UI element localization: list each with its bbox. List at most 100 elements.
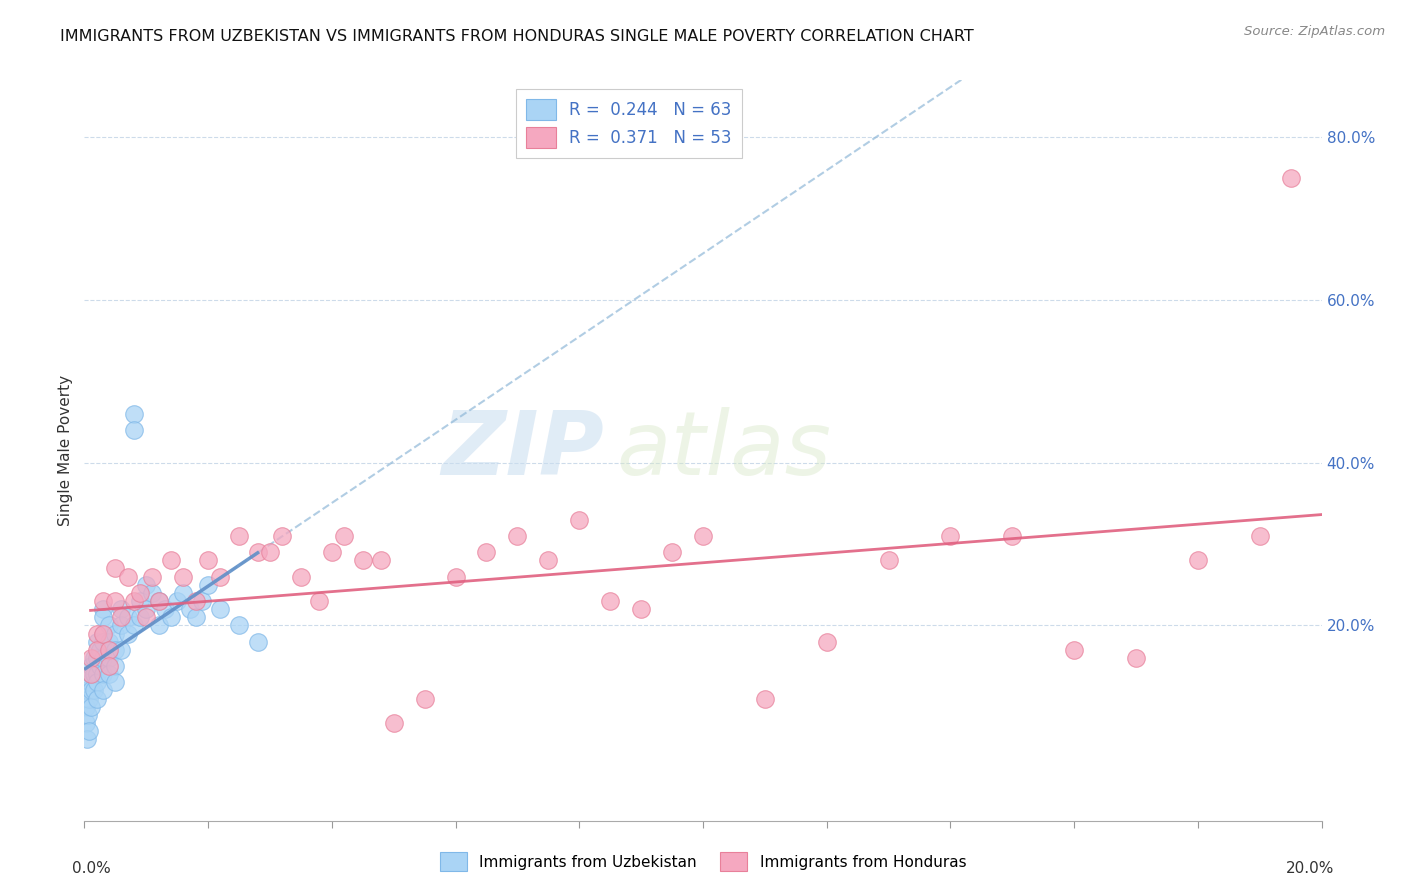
Point xyxy=(104,594,127,608)
Point xyxy=(160,610,183,624)
Point xyxy=(321,545,343,559)
Point xyxy=(110,610,132,624)
Point xyxy=(184,594,207,608)
Point xyxy=(166,594,188,608)
Point xyxy=(86,651,108,665)
Point xyxy=(172,586,194,600)
Point xyxy=(197,553,219,567)
Point xyxy=(754,691,776,706)
Point xyxy=(259,545,281,559)
Point xyxy=(1187,553,1209,567)
Point xyxy=(308,594,330,608)
Point xyxy=(228,529,250,543)
Point xyxy=(79,659,101,673)
Point xyxy=(91,667,114,681)
Point xyxy=(877,553,900,567)
Point xyxy=(98,651,121,665)
Point xyxy=(110,642,132,657)
Point xyxy=(98,618,121,632)
Point xyxy=(91,634,114,648)
Point xyxy=(104,675,127,690)
Point xyxy=(1249,529,1271,543)
Point xyxy=(191,594,214,608)
Point xyxy=(568,513,591,527)
Legend: R =  0.244   N = 63, R =  0.371   N = 53: R = 0.244 N = 63, R = 0.371 N = 53 xyxy=(516,88,742,158)
Point xyxy=(382,716,405,731)
Point xyxy=(79,691,101,706)
Point xyxy=(91,602,114,616)
Point xyxy=(661,545,683,559)
Point xyxy=(117,569,139,583)
Point xyxy=(197,577,219,591)
Text: 0.0%: 0.0% xyxy=(72,862,111,876)
Point xyxy=(179,602,201,616)
Point xyxy=(79,699,101,714)
Point xyxy=(815,634,838,648)
Point xyxy=(104,642,127,657)
Legend: Immigrants from Uzbekistan, Immigrants from Honduras: Immigrants from Uzbekistan, Immigrants f… xyxy=(433,847,973,877)
Point xyxy=(86,634,108,648)
Point xyxy=(77,707,100,722)
Point xyxy=(209,602,232,616)
Point xyxy=(141,586,163,600)
Point xyxy=(135,610,157,624)
Point xyxy=(98,634,121,648)
Point xyxy=(129,610,152,624)
Point xyxy=(79,667,101,681)
Point xyxy=(1001,529,1024,543)
Y-axis label: Single Male Poverty: Single Male Poverty xyxy=(58,375,73,526)
Point xyxy=(117,626,139,640)
Point xyxy=(246,634,269,648)
Point xyxy=(599,594,621,608)
Point xyxy=(86,667,108,681)
Point xyxy=(89,642,111,657)
Point xyxy=(370,553,392,567)
Point xyxy=(98,659,121,673)
Text: Source: ZipAtlas.com: Source: ZipAtlas.com xyxy=(1244,25,1385,38)
Point xyxy=(83,651,105,665)
Point xyxy=(246,545,269,559)
Point xyxy=(86,675,108,690)
Point xyxy=(122,423,145,437)
Point xyxy=(129,594,152,608)
Point xyxy=(104,659,127,673)
Point xyxy=(76,732,98,747)
Point xyxy=(475,545,498,559)
Text: ZIP: ZIP xyxy=(441,407,605,494)
Point xyxy=(141,569,163,583)
Point xyxy=(76,683,98,698)
Point xyxy=(692,529,714,543)
Point xyxy=(79,683,101,698)
Point xyxy=(104,561,127,575)
Point xyxy=(91,683,114,698)
Point xyxy=(89,659,111,673)
Point xyxy=(98,642,121,657)
Point xyxy=(75,699,97,714)
Point xyxy=(122,618,145,632)
Point xyxy=(1063,642,1085,657)
Point xyxy=(135,577,157,591)
Point xyxy=(110,602,132,616)
Point xyxy=(271,529,294,543)
Text: 20.0%: 20.0% xyxy=(1285,862,1334,876)
Point xyxy=(352,553,374,567)
Point xyxy=(77,724,100,739)
Point xyxy=(1279,170,1302,185)
Point xyxy=(153,602,176,616)
Text: IMMIGRANTS FROM UZBEKISTAN VS IMMIGRANTS FROM HONDURAS SINGLE MALE POVERTY CORRE: IMMIGRANTS FROM UZBEKISTAN VS IMMIGRANTS… xyxy=(59,29,973,45)
Point xyxy=(79,651,101,665)
Point xyxy=(184,610,207,624)
Point xyxy=(148,594,170,608)
Point xyxy=(91,610,114,624)
Point xyxy=(86,691,108,706)
Point xyxy=(630,602,652,616)
Point xyxy=(506,529,529,543)
Text: atlas: atlas xyxy=(616,408,831,493)
Point xyxy=(104,626,127,640)
Point xyxy=(148,594,170,608)
Point xyxy=(333,529,356,543)
Point xyxy=(86,626,108,640)
Point xyxy=(75,716,97,731)
Point xyxy=(79,667,101,681)
Point xyxy=(172,569,194,583)
